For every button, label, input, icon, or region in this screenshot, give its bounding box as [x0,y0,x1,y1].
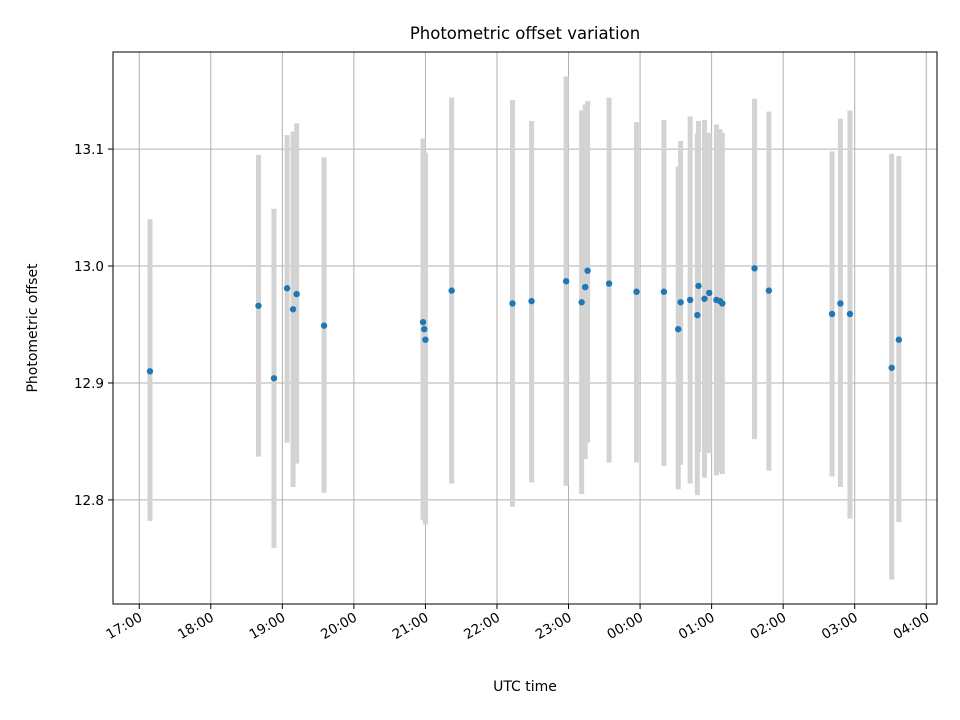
data-point [562,278,570,285]
data-point [422,336,429,343]
x-tick-label: 23:00 [533,610,575,643]
data-point [765,287,773,294]
data-point [695,282,702,290]
data-point [660,288,668,295]
data-points [146,265,903,382]
x-axis-label: UTC time [493,679,557,695]
y-tick-label: 12.8 [74,493,104,509]
data-point [320,322,328,329]
y-axis-label: Photometric offset [25,263,41,393]
data-point [146,368,154,375]
data-point [528,297,535,305]
data-point [293,290,300,298]
x-tick-label: 01:00 [676,610,718,643]
data-point [694,311,701,319]
data-point [605,280,613,287]
data-point [633,288,640,295]
error-bars [147,76,902,580]
x-axis-ticks: 17:00 18:00 19:00 20:00 21:00 22:00 23:00 00:00… [104,604,933,643]
data-point [421,325,428,333]
x-tick-label: 00:00 [604,610,646,643]
x-tick-label: 04:00 [891,610,933,643]
gridlines [113,52,937,604]
data-point [289,306,297,313]
data-point [584,267,591,274]
chart-title: Photometric offset variation [410,24,640,43]
y-tick-label: 12.9 [74,376,104,392]
data-point [719,300,726,307]
data-point [706,289,713,297]
data-point [283,285,291,292]
x-tick-label: 02:00 [747,610,789,643]
data-point [675,325,682,333]
data-point [686,296,694,304]
y-tick-label: 13.1 [74,142,104,158]
data-point [270,375,278,382]
data-point [509,300,516,307]
data-point [419,318,427,326]
data-point [846,310,854,318]
x-tick-label: 03:00 [819,610,861,643]
data-point [895,336,903,343]
x-tick-label: 17:00 [104,610,146,643]
data-point [578,299,585,306]
data-point [888,364,895,371]
x-tick-label: 18:00 [175,610,217,643]
data-point [677,299,684,306]
data-point [255,302,262,309]
data-point [751,265,758,272]
y-tick-label: 13.0 [74,259,104,275]
data-point [837,300,844,307]
plot-frame [112,51,938,605]
x-tick-label: 20:00 [318,610,360,643]
y-axis-ticks: 12.8 12.9 13.0 13.1 [74,142,113,509]
data-point [701,295,708,302]
x-tick-label: 21:00 [390,610,432,643]
data-point [828,310,836,318]
x-tick-label: 22:00 [461,610,503,643]
data-point [448,287,455,294]
x-tick-label: 19:00 [247,610,289,643]
data-point [582,283,589,291]
